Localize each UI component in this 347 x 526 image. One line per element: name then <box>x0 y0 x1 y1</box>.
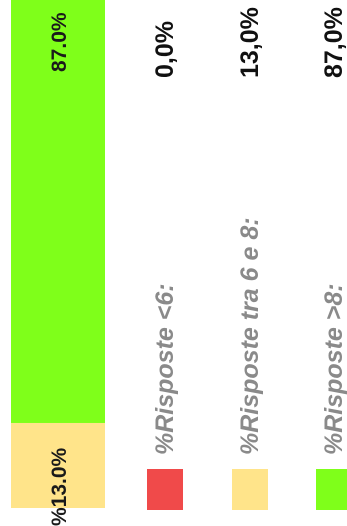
legend-swatch-1 <box>232 469 268 510</box>
legend-label-1: %Risposte tra 6 e 8: <box>236 217 264 455</box>
legend-swatch-0 <box>147 469 183 510</box>
legend: %Risposte <6: 0,0% %Risposte tra 6 e 8: 13,… <box>147 7 347 510</box>
legend-value-1: 13,0% <box>236 7 264 78</box>
legend-label-2: %Risposte >8: <box>320 283 347 455</box>
bar-segment-1 <box>11 422 105 508</box>
bar-segment-label-2: 87.0% <box>48 12 71 72</box>
bar-segment-label-1: %13.0% <box>48 447 71 526</box>
bar-segment-2 <box>11 0 105 423</box>
stacked-bar: %13.0% 87.0% <box>11 0 105 526</box>
legend-label-0: %Risposte <6: <box>151 283 179 455</box>
legend-swatch-2 <box>316 469 347 510</box>
legend-value-2: 87,0% <box>320 7 347 78</box>
legend-value-0: 0,0% <box>151 21 179 78</box>
